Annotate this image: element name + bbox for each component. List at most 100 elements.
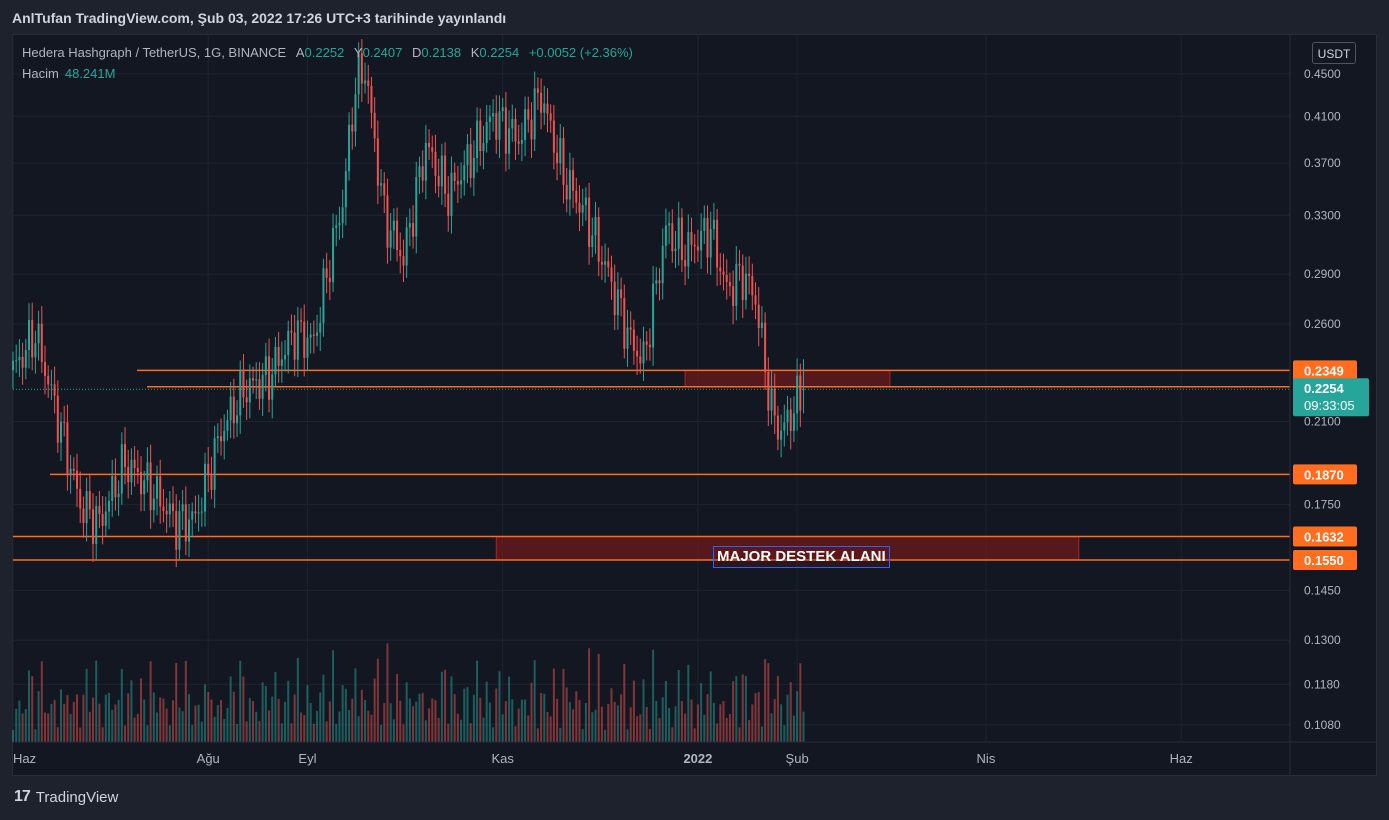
volume-bar bbox=[229, 676, 232, 742]
candle-body bbox=[376, 138, 379, 186]
volume-bar bbox=[796, 691, 799, 742]
volume-bar bbox=[373, 678, 376, 742]
volume-bar bbox=[92, 697, 95, 742]
support-zone bbox=[684, 369, 891, 388]
footer-brand[interactable]: 17 TradingView bbox=[14, 788, 118, 806]
volume-bar bbox=[754, 693, 757, 742]
candle-body bbox=[450, 172, 453, 216]
volume-bar bbox=[725, 717, 728, 742]
volume-bar bbox=[530, 682, 533, 742]
volume-bar bbox=[242, 676, 245, 742]
volume-bar bbox=[514, 726, 517, 742]
high-label: Y bbox=[353, 45, 363, 60]
volume-bar bbox=[72, 701, 75, 742]
volume-bar bbox=[440, 671, 443, 742]
volume-bar bbox=[626, 729, 629, 742]
level-badge-label: 0.2349 bbox=[1304, 363, 1344, 378]
volume-bar bbox=[428, 708, 431, 742]
candle-body bbox=[620, 289, 623, 299]
price-tick-label: 0.1300 bbox=[1304, 633, 1341, 647]
candle-body bbox=[223, 430, 226, 442]
volume-bar bbox=[767, 663, 770, 742]
candle-body bbox=[658, 280, 661, 284]
volume-bar bbox=[623, 664, 626, 742]
volume-bar bbox=[600, 706, 603, 742]
volume-bar bbox=[799, 663, 802, 742]
volume-bar bbox=[114, 704, 117, 742]
candle-body bbox=[146, 462, 149, 481]
volume-bar bbox=[172, 700, 175, 742]
candle-body bbox=[565, 184, 568, 200]
volume-bar bbox=[335, 723, 338, 742]
candle-body bbox=[82, 508, 85, 524]
price-tick-label: 0.3700 bbox=[1304, 156, 1341, 170]
currency-button[interactable]: USDT bbox=[1312, 42, 1356, 64]
candle-body bbox=[79, 488, 82, 509]
level-badge-label: 0.1550 bbox=[1304, 553, 1344, 568]
candles bbox=[12, 39, 805, 568]
candle-body bbox=[716, 219, 719, 268]
candle-body bbox=[719, 267, 722, 272]
candle-body bbox=[613, 281, 616, 316]
level-lines bbox=[13, 369, 1290, 561]
volume-bar bbox=[527, 715, 530, 742]
volume-bar bbox=[613, 701, 616, 742]
volume-bar bbox=[543, 693, 546, 742]
volume-bar bbox=[53, 699, 56, 742]
volume-bar bbox=[684, 713, 687, 742]
candle-body bbox=[770, 388, 773, 411]
candle-body bbox=[495, 113, 498, 140]
open-label: A bbox=[295, 45, 305, 60]
volume-bar bbox=[520, 699, 523, 742]
volume-bar bbox=[44, 712, 47, 742]
volume-bar bbox=[472, 694, 475, 742]
candle-body bbox=[703, 218, 706, 231]
candle-body bbox=[517, 141, 520, 144]
volume-bar bbox=[120, 669, 123, 742]
candle-body bbox=[40, 323, 43, 363]
candle-body bbox=[200, 511, 203, 513]
candle-body bbox=[220, 436, 223, 442]
current-price-badge bbox=[1293, 378, 1369, 417]
price-tick-label: 0.1180 bbox=[1304, 677, 1340, 691]
volume-bar bbox=[124, 725, 127, 742]
candle-body bbox=[575, 190, 578, 203]
candle-body bbox=[677, 217, 680, 249]
candle-body bbox=[85, 491, 88, 524]
candle-body bbox=[616, 289, 619, 316]
volume-bar bbox=[392, 719, 395, 742]
candle-body bbox=[722, 271, 725, 275]
volume-bar bbox=[376, 658, 379, 742]
level-badge bbox=[1293, 526, 1357, 547]
volume-bar bbox=[63, 703, 66, 742]
volume-bar bbox=[572, 709, 575, 742]
candle-body bbox=[111, 476, 114, 501]
candle-body bbox=[34, 343, 37, 358]
volume-bar bbox=[82, 694, 85, 742]
candle-body bbox=[117, 493, 120, 498]
candle-body bbox=[114, 476, 117, 498]
volume-bar bbox=[463, 688, 466, 742]
volume-bar bbox=[18, 700, 21, 742]
volume-bar bbox=[204, 684, 207, 742]
volume-bar bbox=[562, 668, 565, 742]
volume-bar bbox=[60, 689, 63, 742]
candle-body bbox=[290, 330, 293, 333]
candle-body bbox=[53, 384, 56, 396]
candle-body bbox=[738, 263, 741, 266]
volume-bar bbox=[540, 693, 543, 742]
candle-body bbox=[197, 512, 200, 514]
candle-body bbox=[258, 379, 261, 399]
candle-body bbox=[431, 147, 434, 152]
candle-body bbox=[277, 346, 280, 366]
candle-body bbox=[188, 519, 191, 542]
volume-bar bbox=[469, 723, 472, 742]
volume-bar bbox=[220, 700, 223, 742]
candle-body bbox=[780, 430, 783, 440]
price-tick-label: 0.2900 bbox=[1304, 267, 1341, 281]
volume-bar bbox=[354, 668, 357, 742]
candle-body bbox=[312, 334, 315, 336]
candle-body bbox=[776, 415, 779, 440]
volume-bar bbox=[188, 694, 191, 742]
